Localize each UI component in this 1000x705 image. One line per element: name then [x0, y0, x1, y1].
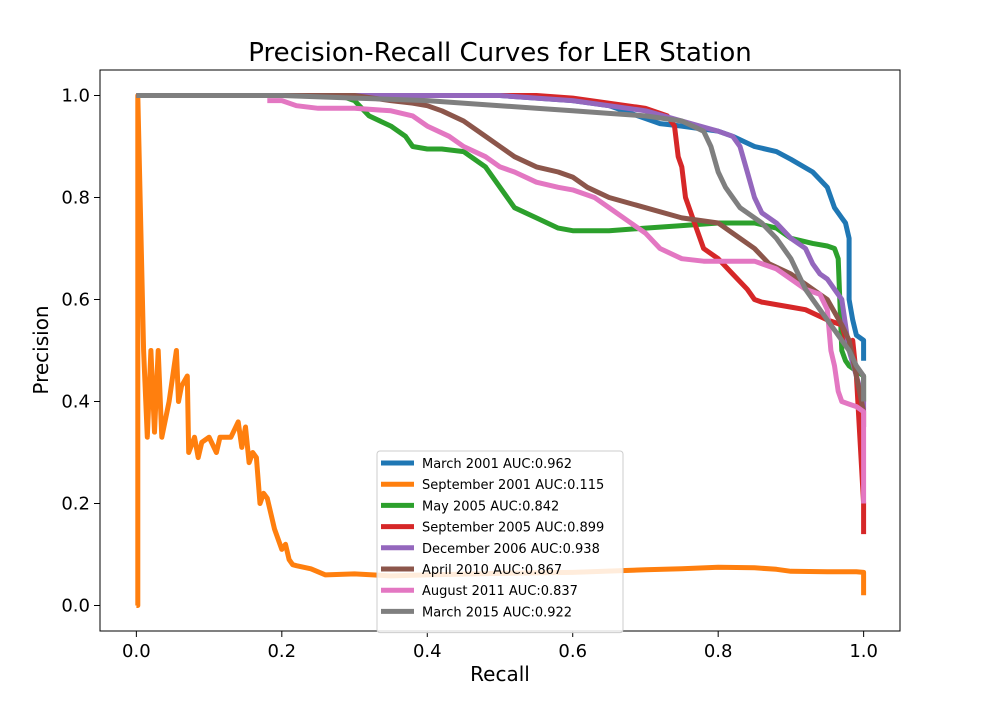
legend-label: September 2001 AUC:0.115 [422, 478, 604, 493]
series-line-8 [136, 93, 867, 402]
legend-label: March 2015 AUC:0.922 [422, 605, 572, 620]
x-tick-label: 0.8 [704, 641, 733, 662]
series-line-2 [135, 93, 867, 608]
y-tick-label: 0.2 [61, 494, 90, 515]
plot-series-group [135, 93, 867, 608]
y-tick-label: 0.4 [61, 392, 90, 413]
x-tick-label: 1.0 [849, 641, 878, 662]
y-axis-label: Precision [29, 305, 53, 394]
legend-label: December 2006 AUC:0.938 [422, 542, 600, 557]
legend: March 2001 AUC:0.962 September 2001 AUC:0… [376, 450, 624, 634]
y-tick-label: 1.0 [61, 86, 90, 107]
series-line-6 [136, 93, 867, 427]
x-tick-label: 0.0 [122, 641, 151, 662]
x-axis: 0.0 0.2 0.4 0.6 0.8 1.0 [122, 631, 878, 662]
legend-label: May 2005 AUC:0.842 [422, 499, 559, 514]
x-tick-label: 0.2 [267, 641, 296, 662]
y-tick-label: 0.0 [61, 596, 90, 617]
series-line-7 [267, 98, 867, 504]
series-line-3 [136, 93, 867, 402]
y-tick-label: 0.8 [61, 188, 90, 209]
x-tick-label: 0.4 [413, 641, 442, 662]
legend-label: September 2005 AUC:0.899 [422, 521, 604, 536]
series-line-1 [136, 93, 867, 361]
series-line-5 [136, 93, 867, 412]
x-tick-label: 0.6 [558, 641, 587, 662]
legend-label: April 2010 AUC:0.867 [422, 563, 562, 578]
x-axis-label: Recall [470, 662, 530, 686]
legend-label: August 2011 AUC:0.837 [422, 584, 578, 599]
y-axis: 0.0 0.2 0.4 0.6 0.8 1.0 [61, 86, 100, 617]
chart-title: Precision-Recall Curves for LER Station [248, 38, 751, 68]
legend-label: March 2001 AUC:0.962 [422, 457, 572, 472]
y-tick-label: 0.6 [61, 290, 90, 311]
legend-box [376, 450, 624, 634]
